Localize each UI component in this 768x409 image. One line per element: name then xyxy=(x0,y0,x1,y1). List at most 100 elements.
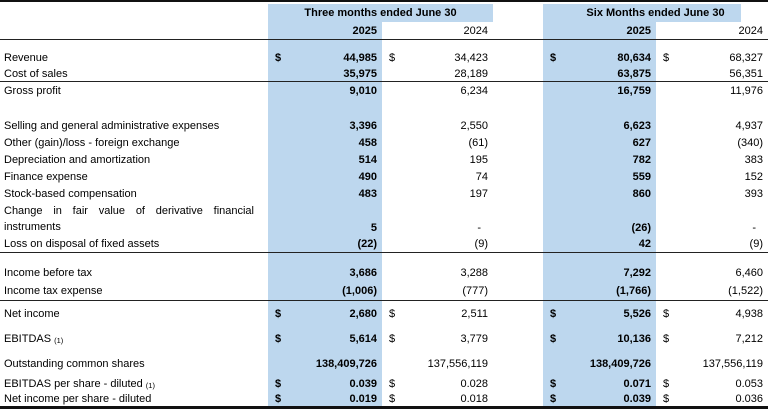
row-label-text: EBITDAS xyxy=(4,332,52,345)
value-cell: 63,875 xyxy=(543,66,656,81)
column-gap xyxy=(493,263,543,282)
dollar-sign: $ xyxy=(550,332,557,345)
row-label-text: Net income per share - diluted xyxy=(4,392,152,405)
value-cell: 5 xyxy=(268,202,382,236)
value-cell: 195 xyxy=(382,151,493,168)
value-cell: (1,006) xyxy=(268,282,382,300)
value-cell: 137,556,119 xyxy=(382,351,493,376)
cell-value: 9,010 xyxy=(349,84,377,97)
value-cell: 74 xyxy=(382,168,493,185)
value-cell: $0.036 xyxy=(656,391,768,406)
value-cell: - xyxy=(382,202,493,236)
year-header-3m-2024: 2024 xyxy=(463,24,488,37)
value-cell: (22) xyxy=(268,236,382,252)
cell-value: 2,680 xyxy=(349,307,377,320)
column-gap xyxy=(493,66,543,81)
dollar-sign: $ xyxy=(389,307,396,320)
cell-value: 34,423 xyxy=(454,52,488,64)
value-cell: 559 xyxy=(543,168,656,185)
cell-value: 0.036 xyxy=(735,392,763,405)
value-cell: 138,409,726 xyxy=(268,351,382,376)
row-label: Selling and general administrative expen… xyxy=(0,117,268,134)
value-cell: 514 xyxy=(268,151,382,168)
value-cell: (1,522) xyxy=(656,282,768,300)
group-header-three-months: Three months ended June 30 xyxy=(268,4,493,22)
row-label: Net income per share - diluted xyxy=(0,391,268,406)
cell-value: (1,522) xyxy=(728,285,763,297)
cell-value: 80,634 xyxy=(617,52,651,64)
value-cell: 483 xyxy=(268,185,382,202)
value-cell: $0.028 xyxy=(382,376,493,391)
cell-value: 559 xyxy=(632,170,651,183)
cell-value: 5,614 xyxy=(349,332,377,345)
value-cell xyxy=(656,40,768,50)
cell-value: 458 xyxy=(358,136,377,149)
value-cell: (1,766) xyxy=(543,282,656,300)
row-label-text: Change in fair value of derivative finan… xyxy=(4,205,254,233)
row-label: Loss on disposal of fixed assets xyxy=(0,236,268,252)
cell-value: (1,766) xyxy=(616,285,651,297)
value-cell: 56,351 xyxy=(656,66,768,81)
column-gap xyxy=(493,40,543,50)
value-cell: 6,623 xyxy=(543,117,656,134)
value-cell: 35,975 xyxy=(268,66,382,81)
dollar-sign: $ xyxy=(550,392,557,405)
value-cell: 627 xyxy=(543,134,656,151)
row-label: Net income xyxy=(0,301,268,326)
value-cell xyxy=(268,253,382,263)
table-row: Other (gain)/loss - foreign exchange 458 (… xyxy=(0,134,768,151)
value-cell: 11,976 xyxy=(656,82,768,99)
cell-value: 0.028 xyxy=(460,377,488,390)
value-cell: $68,327 xyxy=(656,50,768,66)
value-cell: 42 xyxy=(543,236,656,252)
value-cell: $0.039 xyxy=(543,391,656,406)
table-row: Selling and general administrative expen… xyxy=(0,117,768,134)
column-gap xyxy=(493,202,543,236)
row-label-text: Other (gain)/loss - foreign exchange xyxy=(4,136,180,149)
value-cell: $80,634 xyxy=(543,50,656,66)
row-label-text: Cost of sales xyxy=(4,67,68,80)
column-gap xyxy=(493,185,543,202)
corner-cell xyxy=(0,4,268,22)
row-label: Gross profit xyxy=(0,82,268,99)
cell-value: (9) xyxy=(749,238,763,250)
cell-value: 42 xyxy=(638,238,651,250)
row-label-text: Stock-based compensation xyxy=(4,187,137,200)
years-header-row: 2025 2024 2025 2024 xyxy=(0,22,768,40)
cell-value: 7,292 xyxy=(623,266,651,279)
cell-value: 0.039 xyxy=(623,392,651,405)
spacer-row xyxy=(0,253,768,263)
value-cell: 28,189 xyxy=(382,66,493,81)
cell-value: - xyxy=(752,222,756,234)
row-label: Other (gain)/loss - foreign exchange xyxy=(0,134,268,151)
row-label: Finance expense xyxy=(0,168,268,185)
cell-value: 3,288 xyxy=(460,266,488,279)
row-label-text: Finance expense xyxy=(4,170,88,183)
value-cell xyxy=(268,40,382,50)
group-header-six-months: Six Months ended June 30 xyxy=(543,4,768,22)
footnote-marker: (1) xyxy=(145,381,155,390)
cell-value: 11,976 xyxy=(730,84,763,97)
cell-value: 5,526 xyxy=(623,307,651,320)
cell-value: 137,556,119 xyxy=(427,357,488,370)
cell-value: 74 xyxy=(475,170,488,183)
value-cell: 4,937 xyxy=(656,117,768,134)
value-cell: 197 xyxy=(382,185,493,202)
table-row: Income before tax 3,686 3,288 7,292 6,460 xyxy=(0,263,768,282)
dollar-sign: $ xyxy=(389,392,396,405)
cell-value: 0.019 xyxy=(349,392,377,405)
spacer-row xyxy=(0,99,768,117)
dollar-sign: $ xyxy=(550,377,557,390)
table-row: Net income $2,680 $2,511 $5,526 $4,938 xyxy=(0,301,768,326)
group-header-row: Three months ended June 30 Six Months en… xyxy=(0,4,768,22)
cell-value: 10,136 xyxy=(617,332,651,345)
cell-value: 138,409,726 xyxy=(589,357,651,370)
value-cell: 860 xyxy=(543,185,656,202)
row-label: EBITDAS per share - diluted (1) xyxy=(0,376,268,391)
value-cell xyxy=(268,99,382,117)
value-cell: (9) xyxy=(382,236,493,252)
cell-value: 0.071 xyxy=(623,377,651,390)
table-row: EBITDAS (1) $5,614 $3,779 $10,136 $7,212 xyxy=(0,326,768,351)
value-cell: (61) xyxy=(382,134,493,151)
row-label: Outstanding common shares xyxy=(0,351,268,376)
